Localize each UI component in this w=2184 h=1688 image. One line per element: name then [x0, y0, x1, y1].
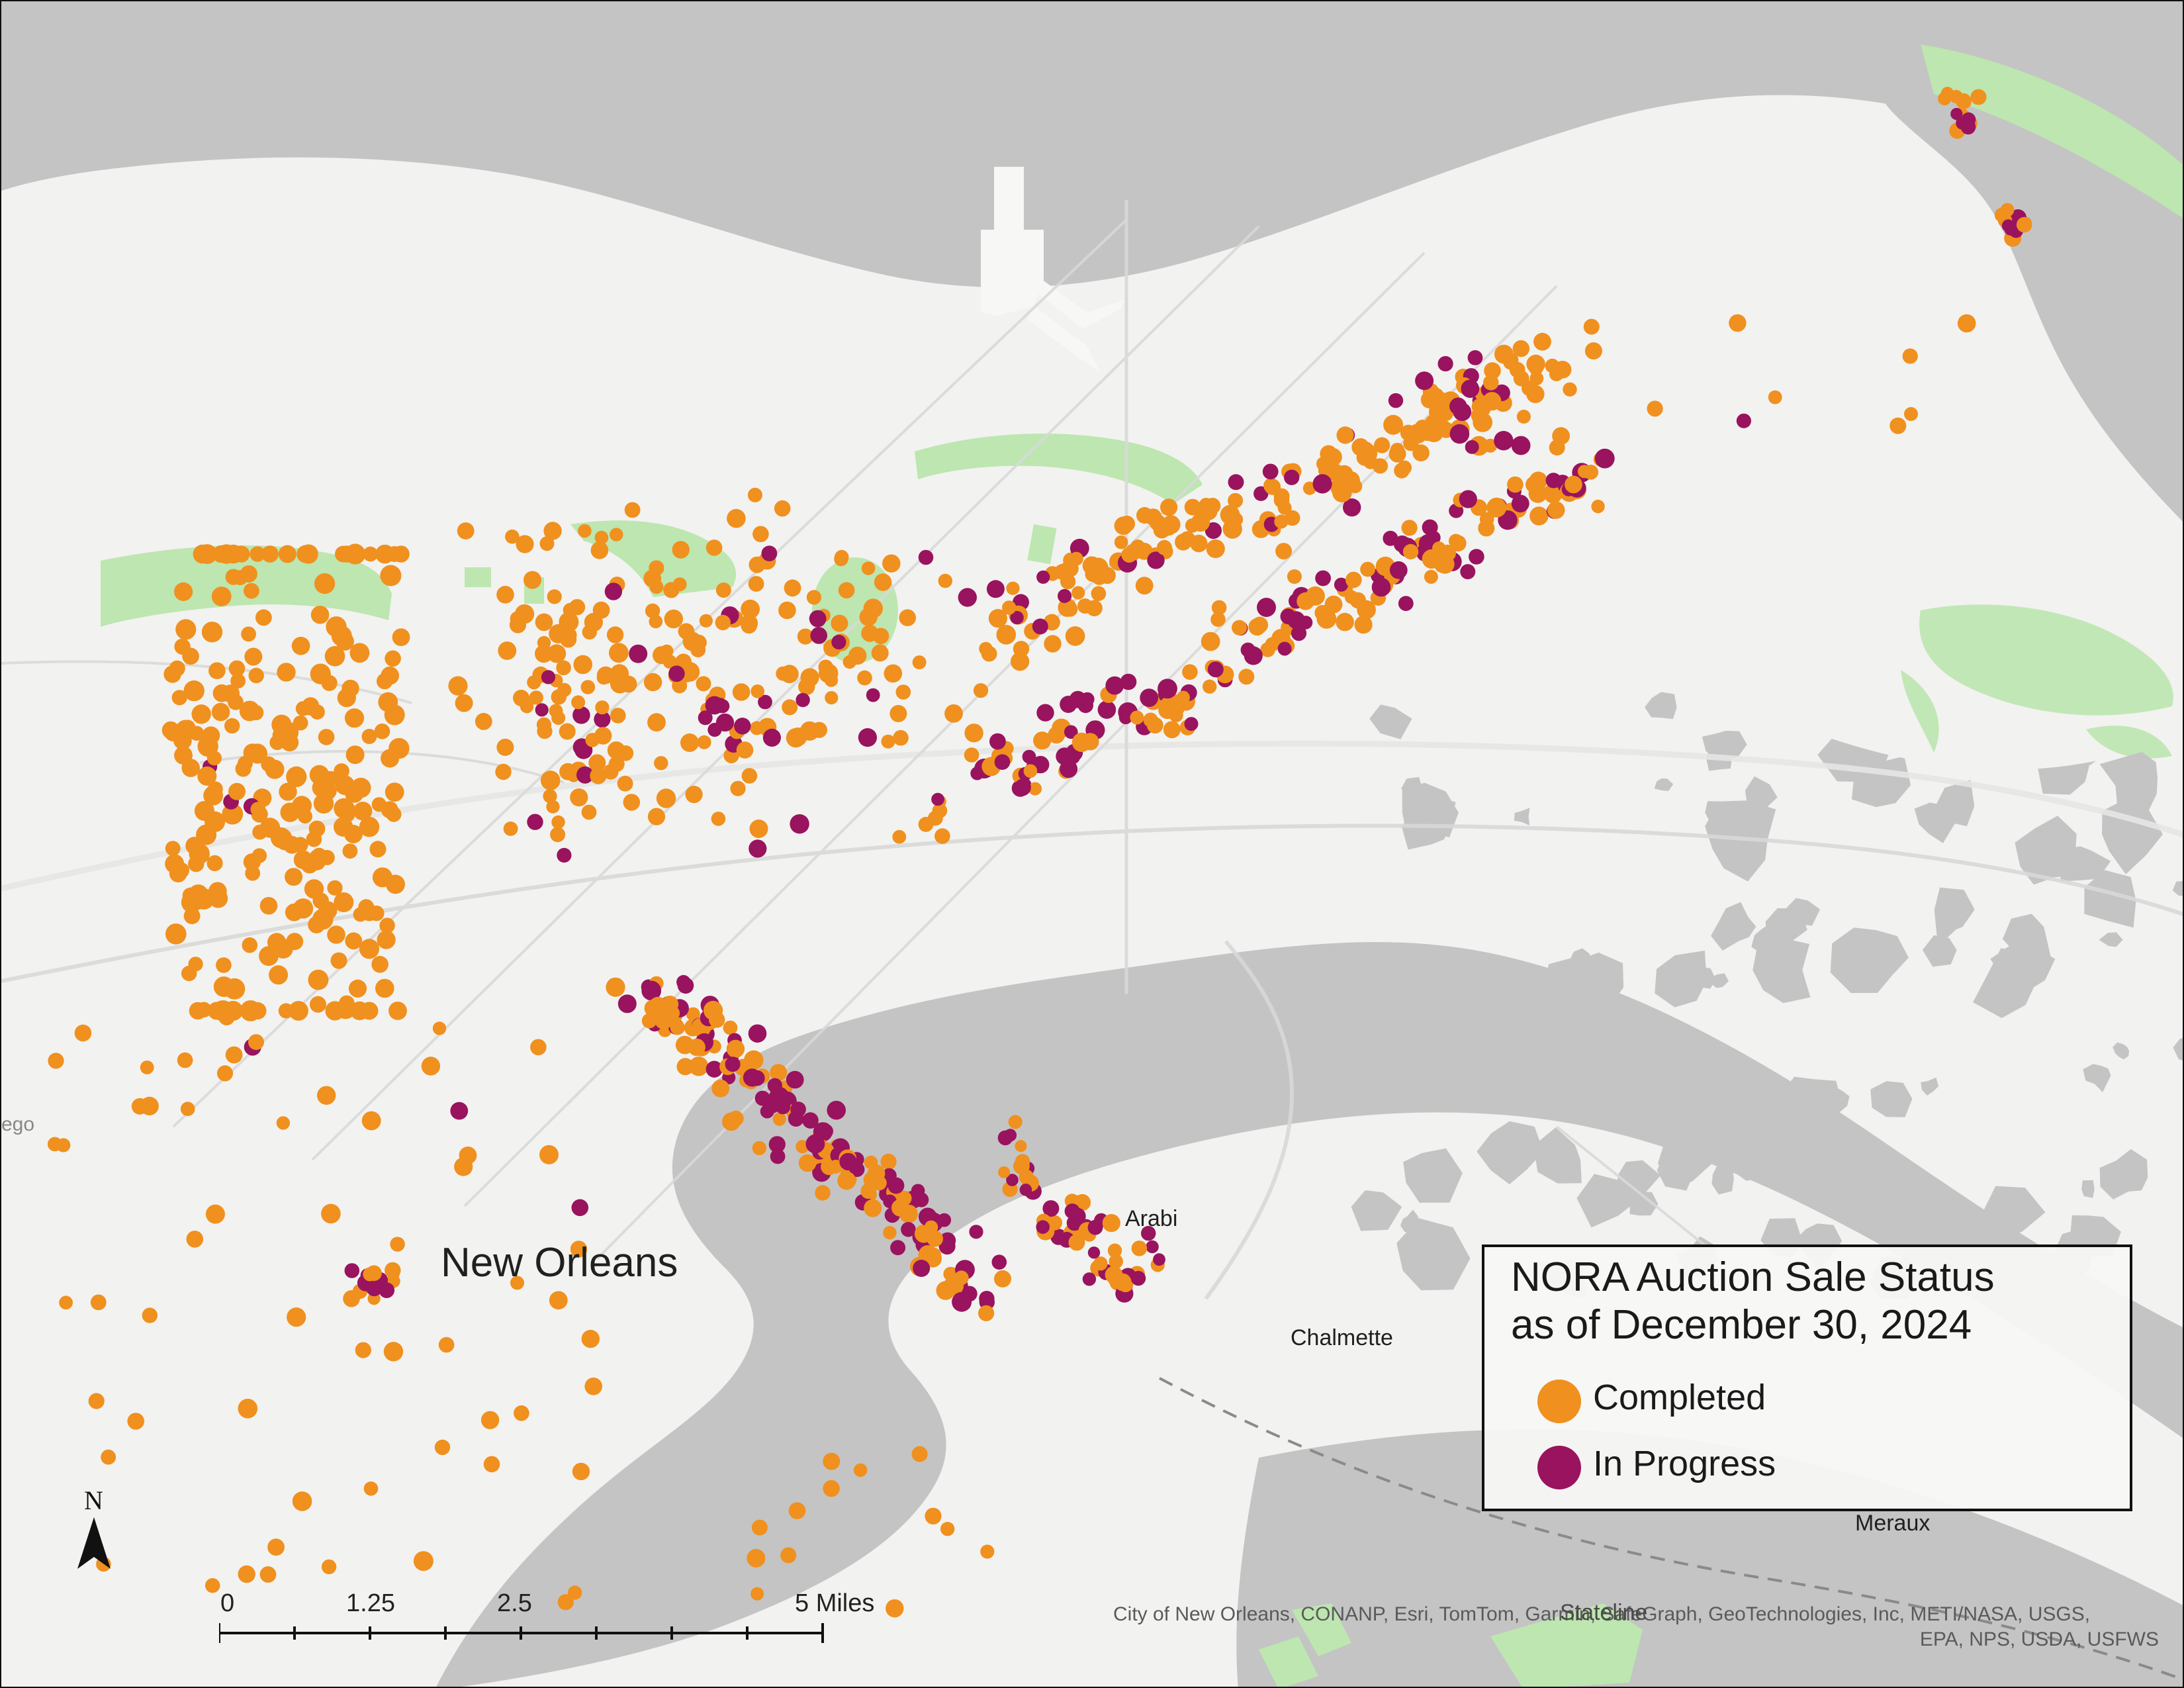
svg-text:5 Miles: 5 Miles: [795, 1589, 874, 1617]
svg-text:0: 0: [220, 1589, 234, 1617]
svg-text:1.25: 1.25: [346, 1589, 395, 1617]
svg-text:2.5: 2.5: [497, 1589, 532, 1617]
svg-text:N: N: [84, 1491, 103, 1515]
